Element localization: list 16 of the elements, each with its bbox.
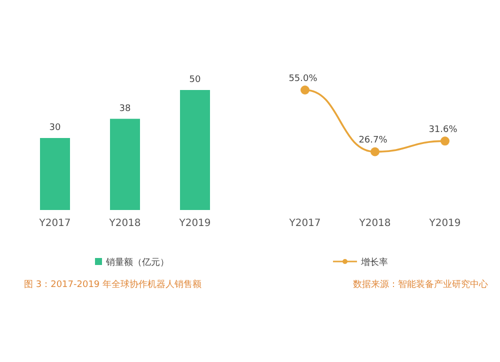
- legend-label: 销量额（亿元）: [105, 257, 169, 268]
- source-note: 数据来源：智能装备产业研究中心: [353, 279, 488, 290]
- data-label: 30: [49, 123, 61, 133]
- x-tick-label: Y2019: [428, 218, 461, 229]
- x-tick-label: Y2017: [288, 218, 321, 229]
- x-tick-label: Y2018: [358, 218, 391, 229]
- data-label: 55.0%: [288, 74, 318, 84]
- x-tick-label: Y2017: [38, 218, 71, 229]
- caption: 图 3：2017-2019 年全球协作机器人销售额: [24, 279, 202, 290]
- data-label: 31.6%: [428, 125, 458, 136]
- legend-label: 增长率: [360, 257, 388, 268]
- data-label: 38: [119, 104, 131, 114]
- x-tick-label: Y2018: [108, 218, 141, 229]
- x-tick-label: Y2019: [178, 218, 211, 229]
- data-label: 50: [189, 75, 201, 85]
- data-label: 26.7%: [358, 136, 388, 146]
